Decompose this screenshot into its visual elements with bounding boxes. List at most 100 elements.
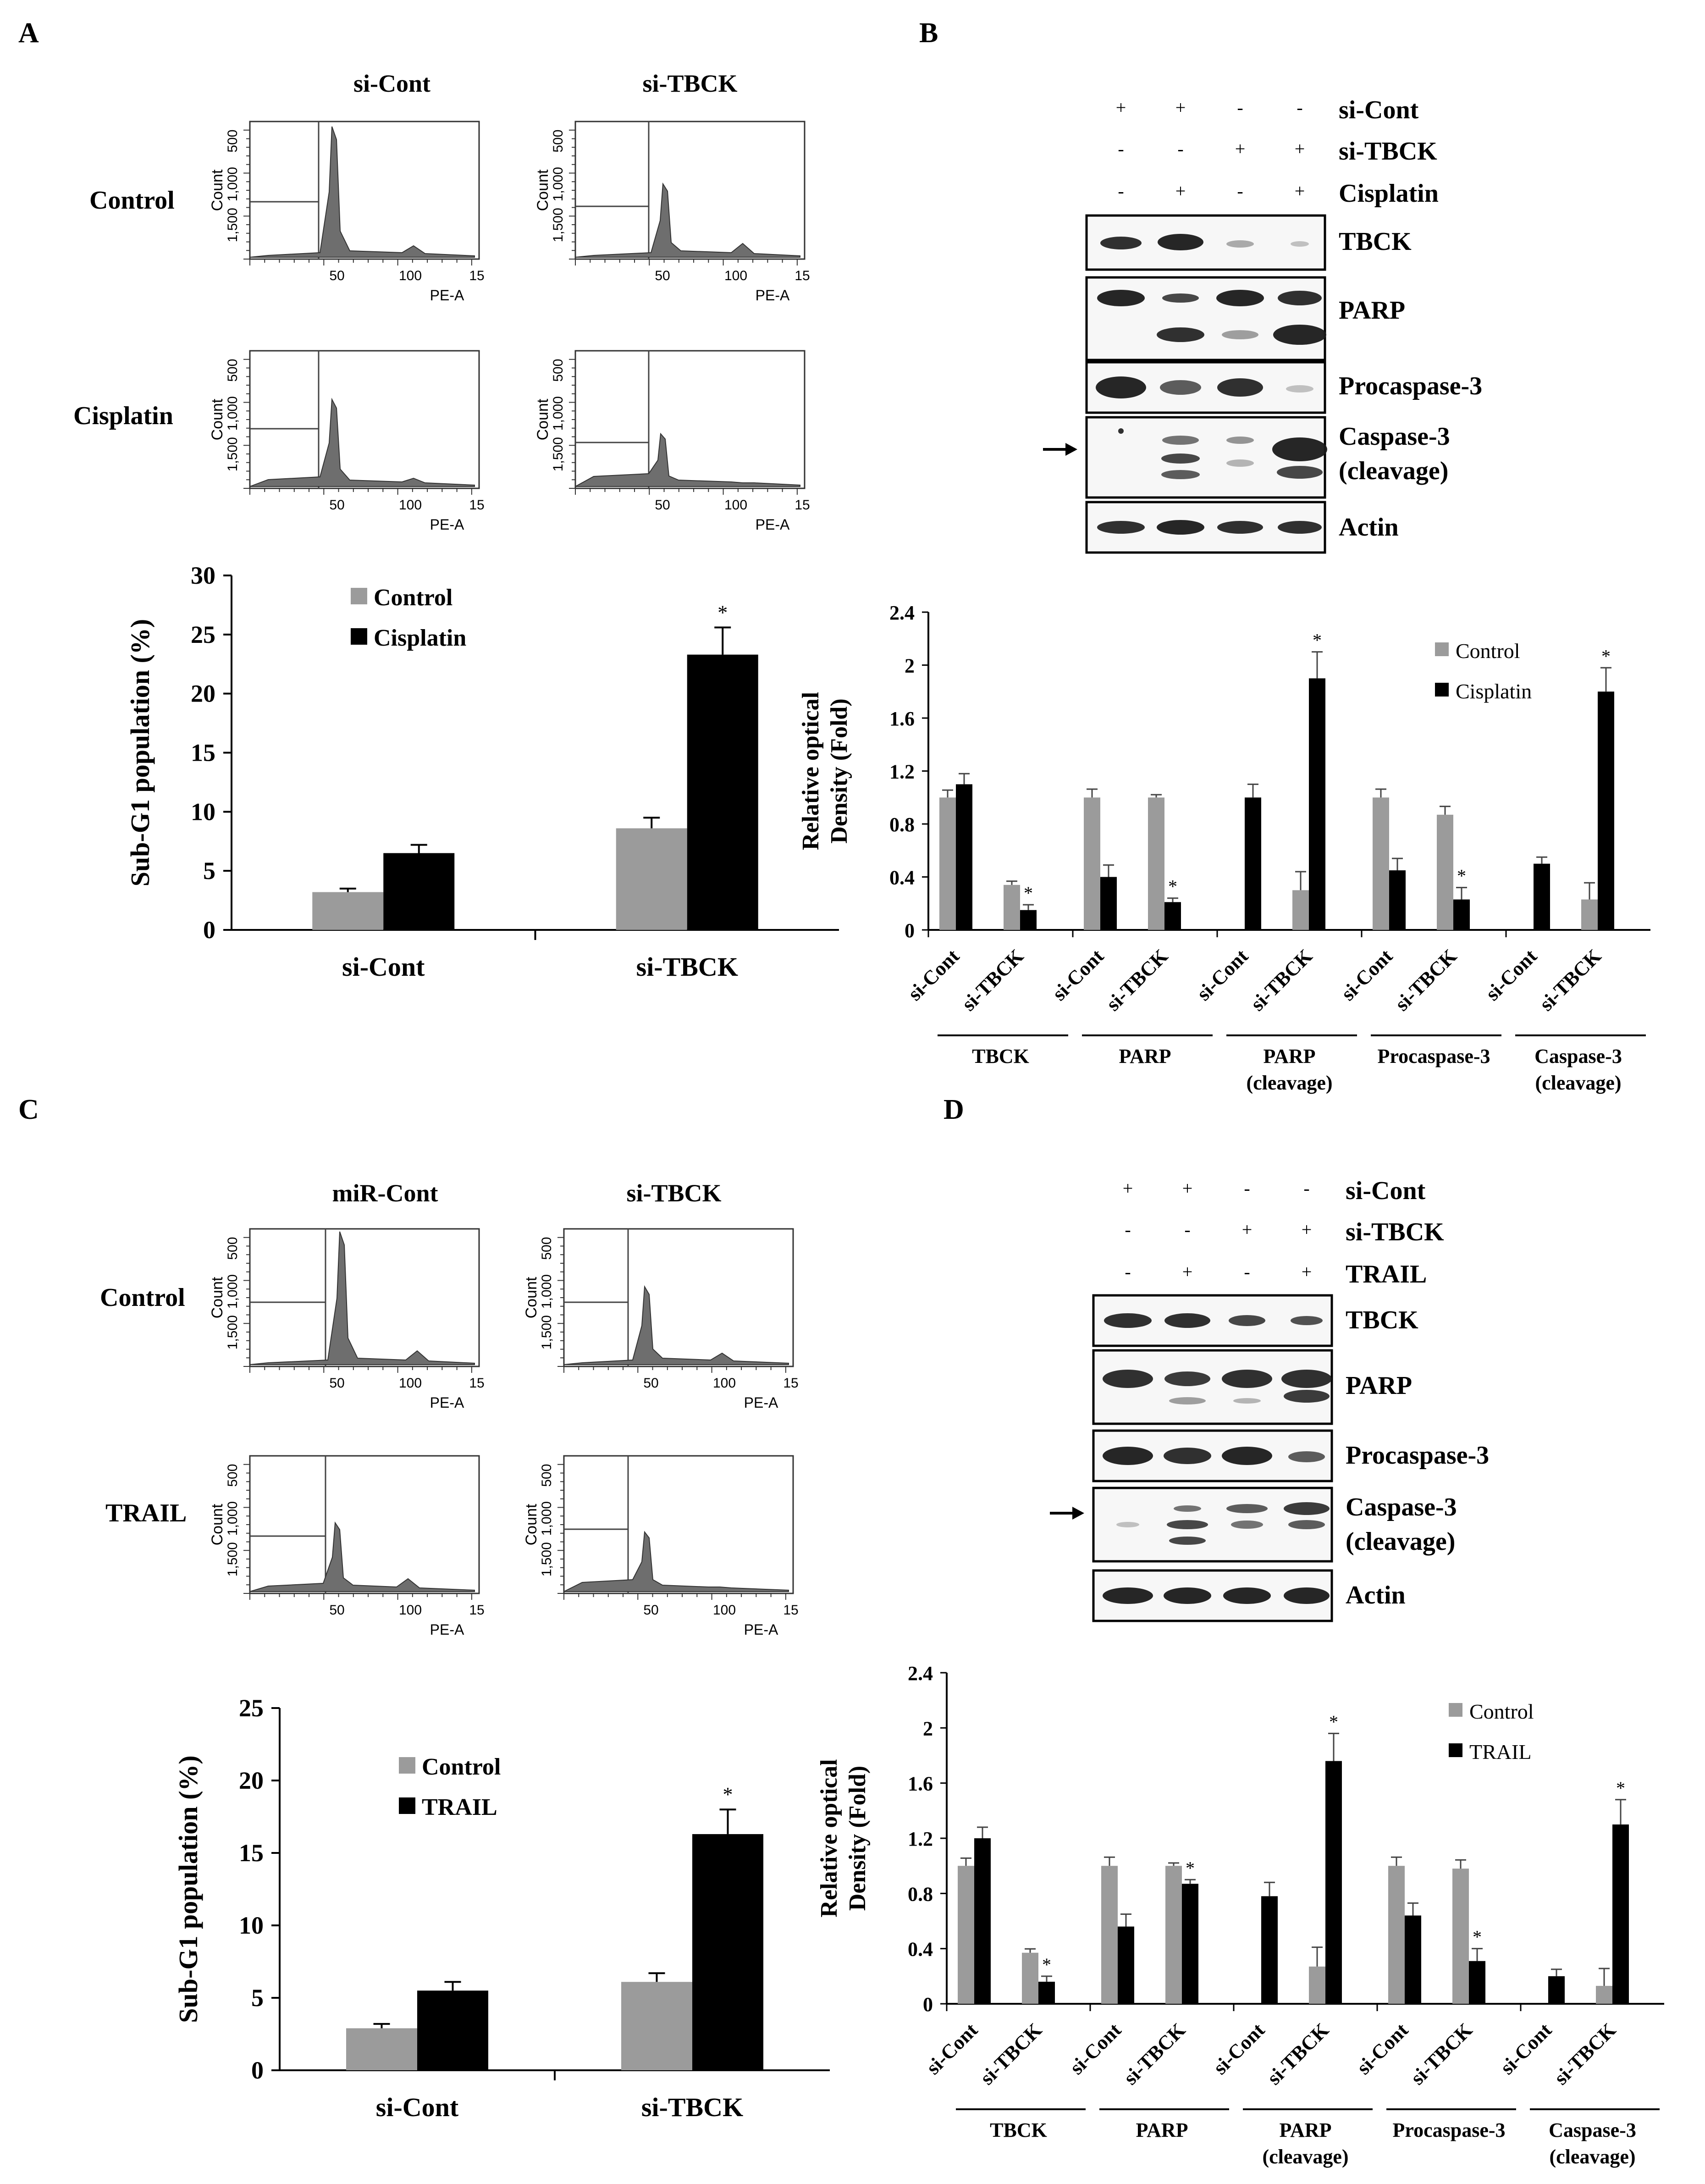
- blot-d-band-label: PARP: [1346, 1371, 1412, 1400]
- blot-b-treatment-mark: +: [1175, 181, 1186, 201]
- bar-control: [1437, 814, 1453, 930]
- blot-d-treatment-mark: +: [1182, 1178, 1193, 1199]
- blot-d-treatment-label: TRAIL: [1346, 1260, 1427, 1288]
- blot-d-band: [1284, 1390, 1330, 1403]
- significance-star: *: [1168, 876, 1177, 897]
- histogram-ytick-label: 1,500: [539, 1542, 554, 1576]
- histogram-xtick-label: 50: [329, 268, 344, 283]
- bar-control: [1292, 890, 1309, 930]
- blot-d-band: [1222, 1370, 1272, 1388]
- blot-d-band: [1164, 1448, 1211, 1464]
- y-tick-label: 0.4: [908, 1938, 933, 1961]
- blot-d-band: [1174, 1505, 1201, 1512]
- histogram-ytick-label: 500: [225, 1464, 240, 1487]
- group-label: PARP: [1263, 1045, 1315, 1067]
- x-category-label: si-TBCK: [636, 952, 738, 982]
- blot-b-band: [1216, 290, 1264, 306]
- x-sublabel: si-Cont: [1481, 945, 1542, 1005]
- histogram-xlabel: PE-A: [430, 1394, 464, 1411]
- bar-control: [1452, 1869, 1469, 2004]
- x-sublabel: si-TBCK: [1550, 2018, 1620, 2089]
- histogram-xtick-label: 50: [329, 1376, 344, 1391]
- bar-trail: [1261, 1896, 1278, 2004]
- bar-chart-b: 0 0.4 0.8 1.2 1.6 2 2.4 Relative optical Density…: [798, 602, 1650, 1094]
- c-col-label-mircont: miR-Cont: [332, 1179, 438, 1207]
- panel-letter-d: D: [944, 1094, 964, 1125]
- panel-letter-a: A: [18, 17, 39, 49]
- bar-trail: [974, 1838, 991, 2004]
- y-tick-label: 2: [923, 1717, 933, 1740]
- legend-label: Cisplatin: [1456, 680, 1532, 703]
- blot-b-band: [1161, 453, 1200, 464]
- blot-b-band: [1226, 459, 1254, 467]
- bar-cisplatin: [1245, 797, 1261, 930]
- blot-b-treatment-label: Cisplatin: [1339, 179, 1439, 208]
- group-label: (cleavage): [1262, 2145, 1348, 2168]
- y-tick-label: 5: [251, 1984, 264, 2012]
- histogram-distribution: [249, 1231, 475, 1365]
- histogram-ytick-label: 1,000: [551, 396, 566, 431]
- y-tick-label: 0.8: [908, 1883, 933, 1905]
- arrow-icon: [1065, 443, 1077, 456]
- histogram-distribution: [249, 398, 475, 487]
- blot-d-treatment-label: si-TBCK: [1346, 1218, 1444, 1246]
- blot-b-treatment-mark: +: [1175, 97, 1186, 118]
- histogram-ytick-label: 1,500: [225, 1542, 240, 1576]
- bar-control: [939, 797, 956, 930]
- x-sublabel: si-Cont: [1352, 2018, 1413, 2079]
- y-tick-label: 0: [923, 1993, 933, 2016]
- y-tick-label: 0: [905, 919, 915, 942]
- y-axis-label: Sub-G1 population (%): [125, 619, 155, 886]
- y-tick-label: 25: [191, 621, 215, 648]
- y-tick-label: 20: [191, 680, 215, 708]
- blot-d-band-label: (cleavage): [1346, 1527, 1455, 1556]
- blot-b-treatment-label: si-TBCK: [1339, 137, 1437, 166]
- blot-d-treatment-mark: -: [1184, 1219, 1190, 1240]
- significance-star: *: [1329, 1711, 1338, 1732]
- blot-d-band: [1223, 1587, 1271, 1604]
- blot-b-band: [1162, 436, 1199, 445]
- significance-star: *: [1457, 866, 1466, 886]
- histogram-xtick-label: 15: [783, 1376, 798, 1391]
- blot-b-treatment-mark: +: [1295, 181, 1305, 201]
- blot-d-treatment-mark: -: [1303, 1178, 1309, 1199]
- c-row-label-trail: TRAIL: [105, 1499, 187, 1527]
- blot-b-blot-box: [1085, 276, 1326, 361]
- blot-d-treatment-mark: -: [1244, 1261, 1250, 1282]
- histogram-ytick-label: 500: [551, 359, 566, 382]
- c-col-label-sitbck: si-TBCK: [626, 1179, 721, 1207]
- blot-b-band: [1278, 291, 1322, 305]
- blot-b-band: [1286, 385, 1313, 393]
- blot-b-treatment-mark: -: [1297, 97, 1302, 118]
- blot-d-band: [1288, 1451, 1325, 1462]
- group-label: (cleavage): [1535, 1072, 1621, 1094]
- histogram-xtick-label: 100: [399, 1603, 422, 1618]
- histogram-xtick-label: 15: [469, 498, 484, 513]
- legend-swatch: [1449, 1743, 1462, 1757]
- bar-chart-c: 0 5 10 15 20 25 si-Cont si-TBCK * Sub-G1 populati…: [173, 1694, 830, 2122]
- bar-control: [1022, 1952, 1038, 2004]
- legend-label: Cisplatin: [374, 625, 466, 651]
- blot-b-band: [1157, 520, 1204, 535]
- blot-d-band: [1284, 1502, 1330, 1515]
- histogram-xtick-label: 15: [469, 1376, 484, 1391]
- blot-b-band: [1226, 437, 1254, 444]
- legend-label: Control: [1456, 639, 1520, 663]
- blot-d-treatment-mark: +: [1182, 1261, 1193, 1282]
- bar-control: [1165, 1866, 1182, 2004]
- y-tick-label: 20: [239, 1767, 264, 1794]
- western-blot-d: + + - - si-Cont - - + + si-TBCK - + - + TRAIL TBCK PARP P…: [1050, 1177, 1489, 1622]
- group-label: PARP: [1279, 2119, 1331, 2141]
- blot-d-band-label: TBCK: [1346, 1306, 1418, 1334]
- histogram-ytick-label: 1,500: [225, 437, 240, 471]
- blot-d-band: [1233, 1398, 1261, 1404]
- blot-d-treatment-mark: +: [1302, 1261, 1312, 1282]
- blot-b-treatment-mark: +: [1235, 138, 1246, 159]
- blot-d-band: [1103, 1447, 1153, 1465]
- blot-b-treatment-mark: +: [1116, 97, 1126, 118]
- bar-control: [1581, 899, 1598, 930]
- legend-swatch: [1449, 1703, 1462, 1717]
- y-tick-label: 5: [203, 857, 215, 885]
